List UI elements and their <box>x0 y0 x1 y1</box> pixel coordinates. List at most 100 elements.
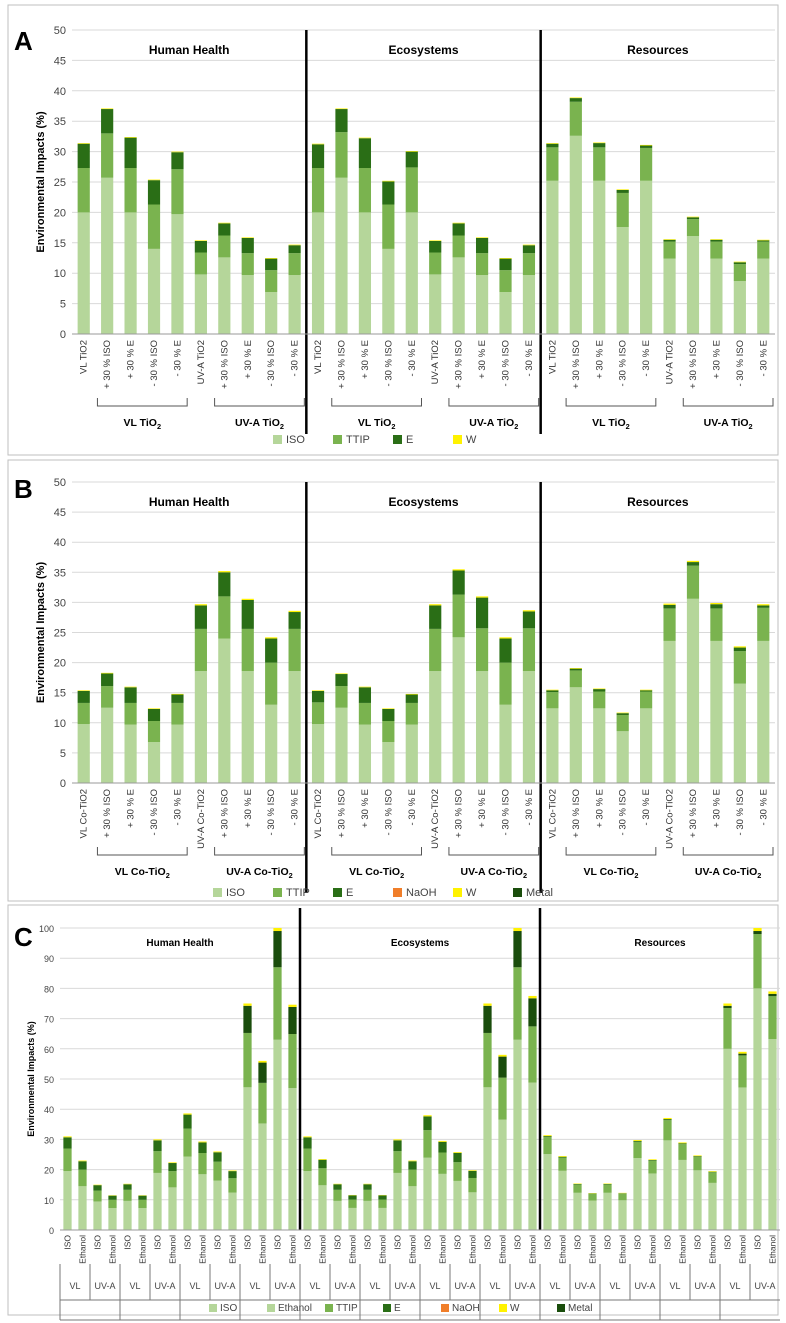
variant-label: VL <box>549 1281 560 1291</box>
bar-segment-iso <box>708 1182 717 1230</box>
bar-segment-w <box>335 108 348 110</box>
y-tick-label: 40 <box>44 1105 54 1115</box>
x-tick-label: + 30 % E <box>477 789 488 828</box>
bar-segment-ttip <box>558 1157 567 1171</box>
bar-segment-e <box>303 1137 312 1149</box>
legend-swatch <box>209 1304 217 1312</box>
bar-segment-iso <box>335 707 348 783</box>
bar-segment-iso <box>738 1087 747 1230</box>
bar-segment-iso <box>318 1185 327 1230</box>
bar-segment-e <box>543 1136 552 1138</box>
bar-segment-w <box>616 189 629 190</box>
bar-segment-w <box>124 137 137 138</box>
bar-segment-e <box>693 1156 702 1157</box>
bar-segment-e <box>499 638 512 663</box>
x-tick-label: Ethanol <box>648 1235 658 1264</box>
bar-segment-e <box>522 245 536 254</box>
bar-segment-iso <box>528 1082 537 1230</box>
variant-label: VL <box>489 1281 500 1291</box>
bar-segment-ttip <box>452 594 465 638</box>
bar-segment-e <box>228 1171 237 1179</box>
bar-segment-iso <box>77 212 90 334</box>
bar-segment-iso <box>243 1087 252 1230</box>
bar-segment-e <box>423 1116 432 1131</box>
x-tick-label: + 30 % ISO <box>102 789 113 838</box>
bar-segment-metal <box>258 1062 267 1083</box>
variant-label: VL <box>69 1281 80 1291</box>
bar-segment-iso <box>335 177 348 334</box>
x-tick-label: + 30 % ISO <box>336 340 347 389</box>
bar-segment-ttip <box>168 1171 177 1188</box>
bar-segment-ttip <box>468 1177 477 1193</box>
x-tick-label: + 30 % E <box>594 789 605 828</box>
bar-segment-iso <box>303 1171 312 1230</box>
variant-label: UV-A <box>754 1281 775 1291</box>
x-tick-label: - 30 % ISO <box>618 789 629 835</box>
x-tick-label: + 30 % ISO <box>571 340 582 389</box>
group-bracket <box>96 398 188 407</box>
bar-segment-ttip <box>710 608 723 641</box>
bar-segment-e <box>171 152 184 170</box>
x-tick-label: + 30 % E <box>360 789 371 828</box>
bar-segment-w <box>171 151 184 153</box>
bar-segment-w <box>513 928 522 932</box>
x-tick-label: ISO <box>183 1235 193 1250</box>
bar-segment-w <box>569 97 582 99</box>
bar-segment-iso <box>768 1039 777 1230</box>
bar-segment-e <box>733 647 746 652</box>
bar-segment-ttip <box>123 1189 132 1201</box>
legend-swatch <box>513 888 522 897</box>
bar-segment-e <box>333 1184 342 1190</box>
bar-segment-iso <box>588 1200 597 1230</box>
y-tick-label: 15 <box>54 688 66 700</box>
bar-segment-ttip <box>663 1120 672 1141</box>
bar-segment-ttip <box>194 252 207 275</box>
bar-segment-w <box>475 237 489 238</box>
bar-segment-w <box>753 928 762 932</box>
bar-segment-e <box>218 223 231 236</box>
y-tick-label: 70 <box>44 1015 54 1025</box>
bar-segment-w <box>124 686 137 688</box>
bar-segment-iso <box>546 708 559 783</box>
bar-segment-w <box>723 1003 732 1006</box>
bar-segment-w <box>546 143 559 144</box>
x-tick-label: ISO <box>453 1235 463 1250</box>
x-tick-label: UV-A Co-TiO2 <box>430 789 441 849</box>
x-tick-label: + 30 % ISO <box>571 789 582 838</box>
bar-segment-e <box>194 240 207 253</box>
y-axis-label: Environmental Impacts (%) <box>35 562 47 704</box>
bar-segment-iso <box>63 1171 72 1230</box>
bar-segment-iso <box>603 1192 612 1230</box>
x-tick-label: ISO <box>603 1235 613 1250</box>
panel-c: C 0 10 20 30 40 50 60 70 80 90 100 Environmental Imp… <box>7 904 780 1321</box>
bar-segment-ttip <box>546 692 559 709</box>
x-tick-label: ISO <box>753 1235 763 1250</box>
x-tick-label: VL TiO2 <box>313 340 324 374</box>
bar-segment-iso <box>77 724 90 783</box>
bar-segment-iso <box>258 1123 267 1230</box>
group-label: UV-A TiO2 <box>469 417 518 431</box>
bar-segment-ttip <box>78 1169 87 1187</box>
y-tick-label: 50 <box>44 1075 54 1085</box>
y-tick-label: 30 <box>54 147 66 159</box>
bar-segment-w <box>183 1113 192 1115</box>
bar-segment-w <box>593 142 606 144</box>
bar-segment-e <box>663 1119 672 1121</box>
legend-label: TTIP <box>346 434 370 446</box>
bar-segment-iso <box>348 1207 357 1230</box>
bar-segment-w <box>198 1141 207 1143</box>
bar-segment-ttip <box>640 147 653 181</box>
legend-swatch <box>557 1304 565 1312</box>
x-tick-label: ISO <box>423 1235 433 1250</box>
group-bracket <box>565 398 657 407</box>
section-title: Human Health <box>149 495 230 509</box>
legend-label: W <box>466 434 477 446</box>
bar-segment-ttip <box>408 1169 417 1187</box>
y-tick-label: 25 <box>54 628 66 640</box>
bar-segment-iso <box>288 671 301 783</box>
x-tick-label: Ethanol <box>768 1235 778 1264</box>
bar-segment-ttip <box>757 241 770 259</box>
bar-segment-w <box>273 928 282 932</box>
bar-segment-w <box>648 1159 657 1161</box>
bar-segment-iso <box>171 724 184 783</box>
